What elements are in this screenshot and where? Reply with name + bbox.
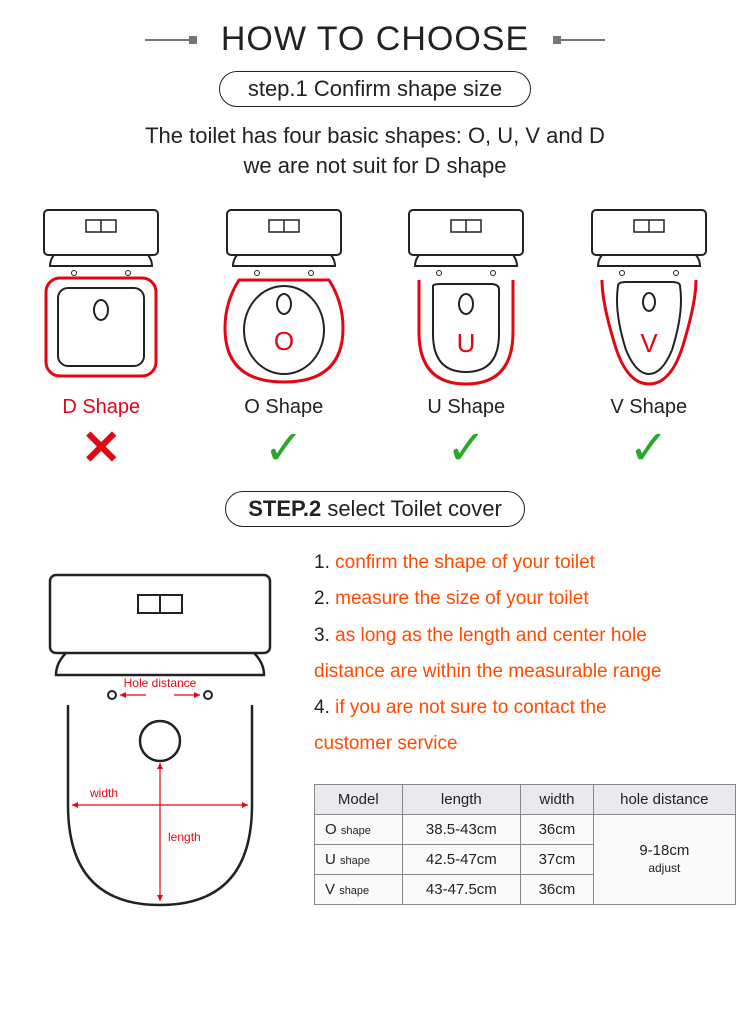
toilet-measure-icon: Hole distance width length xyxy=(20,545,300,925)
shape-d: D Shape ✕ xyxy=(19,202,184,473)
shape-o-label: O Shape xyxy=(244,396,323,419)
width-label: width xyxy=(89,786,118,800)
lower-right: 1. confirm the shape of your toilet 2. m… xyxy=(314,545,736,930)
shape-v-label: V Shape xyxy=(610,396,687,419)
cell-length: 43-47.5cm xyxy=(402,874,521,904)
svg-text:U: U xyxy=(457,328,476,358)
shape-o: O O Shape ✓ xyxy=(201,202,366,473)
cell-model: V shape xyxy=(315,874,403,904)
shape-d-icon xyxy=(26,202,176,392)
shape-v-icon: V xyxy=(574,202,724,392)
instr-line: distance are within the measurable range xyxy=(314,654,736,690)
th-width: width xyxy=(521,784,593,814)
instructions: 1. confirm the shape of your toilet 2. m… xyxy=(314,545,736,762)
svg-text:V: V xyxy=(640,328,658,358)
cell-width: 36cm xyxy=(521,814,593,844)
cell-length: 42.5-47cm xyxy=(402,844,521,874)
size-table: Model length width hole distance O shape… xyxy=(314,784,736,905)
cell-model: O shape xyxy=(315,814,403,844)
measurement-diagram: Hole distance width length xyxy=(20,545,300,930)
check-icon: ✓ xyxy=(446,425,486,473)
shape-u-label: U Shape xyxy=(427,396,505,419)
shape-u-icon: U xyxy=(391,202,541,392)
step2-pill: STEP.2 select Toilet cover xyxy=(225,491,525,527)
th-model: Model xyxy=(315,784,403,814)
title-row: HOW TO CHOOSE xyxy=(0,0,750,59)
intro-line-2: we are not suit for D shape xyxy=(0,151,750,181)
instr-line: 3. as long as the length and center hole xyxy=(314,618,736,654)
check-icon: ✓ xyxy=(264,425,304,473)
cell-width: 37cm xyxy=(521,844,593,874)
instr-line: 1. confirm the shape of your toilet xyxy=(314,545,736,581)
lower-section: Hole distance width length 1. confirm th… xyxy=(0,545,750,930)
intro-text: The toilet has four basic shapes: O, U, … xyxy=(0,121,750,180)
shape-u: U U Shape ✓ xyxy=(384,202,549,473)
cross-icon: ✕ xyxy=(81,425,121,473)
shape-v: V V Shape ✓ xyxy=(566,202,731,473)
step2-pill-bold: STEP.2 xyxy=(248,496,321,521)
table-row: O shape 38.5-43cm 36cm 9-18cmadjust xyxy=(315,814,736,844)
step1-pill: step.1 Confirm shape size xyxy=(219,71,531,107)
table-header-row: Model length width hole distance xyxy=(315,784,736,814)
shape-d-label: D Shape xyxy=(62,396,140,419)
instr-line: customer service xyxy=(314,726,736,762)
cell-length: 38.5-43cm xyxy=(402,814,521,844)
instr-line: 4. if you are not sure to contact the xyxy=(314,690,736,726)
check-icon: ✓ xyxy=(629,425,669,473)
page-title: HOW TO CHOOSE xyxy=(221,20,529,59)
cell-width: 36cm xyxy=(521,874,593,904)
step2-pill-rest: select Toilet cover xyxy=(321,496,502,521)
cell-hole: 9-18cmadjust xyxy=(593,814,735,904)
step2-pill-wrap: STEP.2 select Toilet cover xyxy=(0,473,750,527)
th-hole: hole distance xyxy=(593,784,735,814)
intro-line-1: The toilet has four basic shapes: O, U, … xyxy=(0,121,750,151)
cell-model: U shape xyxy=(315,844,403,874)
step1-pill-wrap: step.1 Confirm shape size xyxy=(0,59,750,107)
instr-line: 2. measure the size of your toilet xyxy=(314,581,736,617)
length-label: length xyxy=(168,830,201,844)
svg-text:O: O xyxy=(274,326,294,356)
shapes-row: D Shape ✕ O O Shape ✓ xyxy=(0,202,750,473)
title-dash-right xyxy=(557,39,605,41)
shape-o-icon: O xyxy=(209,202,359,392)
hole-distance-label: Hole distance xyxy=(124,676,197,690)
title-dash-left xyxy=(145,39,193,41)
th-length: length xyxy=(402,784,521,814)
